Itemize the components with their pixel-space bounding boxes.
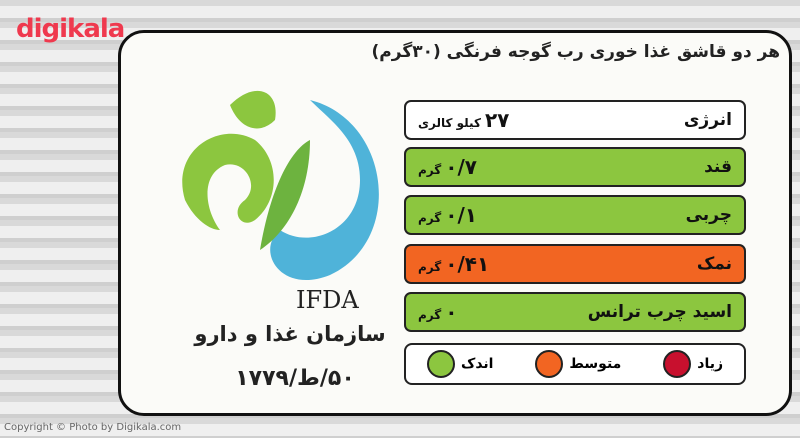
legend-dot <box>426 350 455 378</box>
logo-arc <box>270 100 379 281</box>
logo-acronym: IFDA <box>296 286 359 314</box>
nutrient-row: چربی ۰/۱گرم <box>404 195 746 235</box>
legend-item: متوسط <box>535 350 621 378</box>
logo-name: سازمان غذا و دارو <box>194 322 386 346</box>
legend-item: زیاد <box>663 350 723 378</box>
nutrient-unit: گرم <box>418 163 442 177</box>
nutrient-row: انرژی ۲۷کیلو کالری <box>404 100 746 140</box>
logo-leaf <box>182 133 274 230</box>
nutrient-name: انرژی <box>683 110 732 130</box>
copyright: Copyright © Photo by Digikala.com <box>4 422 182 433</box>
watermark: digikala <box>16 14 125 44</box>
nutrient-amount: ۰/۴۱ <box>445 252 490 276</box>
legend-dot <box>535 350 564 378</box>
nutrient-amount-group: ۲۷کیلو کالری <box>418 108 509 132</box>
nutrient-unit: کیلو کالری <box>418 116 481 130</box>
legend-label: متوسط <box>569 356 622 372</box>
legend-label: اندک <box>460 356 494 372</box>
nutrient-amount-group: ۰/۴۱گرم <box>418 252 489 276</box>
serving-title: هر دو قاشق غذا خوری رب گوجه فرنگی (۳۰گرم… <box>371 42 780 62</box>
nutrient-unit: گرم <box>418 211 442 225</box>
nutrient-name: چربی <box>685 205 732 225</box>
nutrient-amount: ۰/۷ <box>445 155 477 179</box>
nutrient-amount-group: ۰گرم <box>418 300 457 324</box>
nutrient-amount: ۰/۱ <box>445 203 477 227</box>
nutrient-amount: ۰ <box>445 300 458 324</box>
nutrient-name: اسید چرب ترانس <box>587 302 732 322</box>
nutrient-amount-group: ۰/۱گرم <box>418 203 477 227</box>
nutrient-row: قند ۰/۷گرم <box>404 147 746 187</box>
legend: زیاد متوسط اندک <box>404 343 746 385</box>
nutrient-row: اسید چرب ترانس ۰گرم <box>404 292 746 332</box>
ifda-logo <box>182 90 379 281</box>
legend-label: زیاد <box>697 356 724 372</box>
nutrient-name: نمک <box>696 254 732 274</box>
logo-leaf <box>260 140 310 250</box>
nutrient-name: قند <box>704 157 732 177</box>
legend-item: اندک <box>426 350 494 378</box>
nutrient-amount: ۲۷ <box>484 108 510 132</box>
nutrient-row: نمک ۰/۴۱گرم <box>404 244 746 284</box>
logo-leaf <box>230 90 276 129</box>
license-number: ۵۰/ط/۱۷۷۹ <box>235 366 355 391</box>
nutrient-amount-group: ۰/۷گرم <box>418 155 477 179</box>
nutrient-unit: گرم <box>418 260 442 274</box>
nutrient-unit: گرم <box>418 308 442 322</box>
legend-dot <box>663 350 692 378</box>
